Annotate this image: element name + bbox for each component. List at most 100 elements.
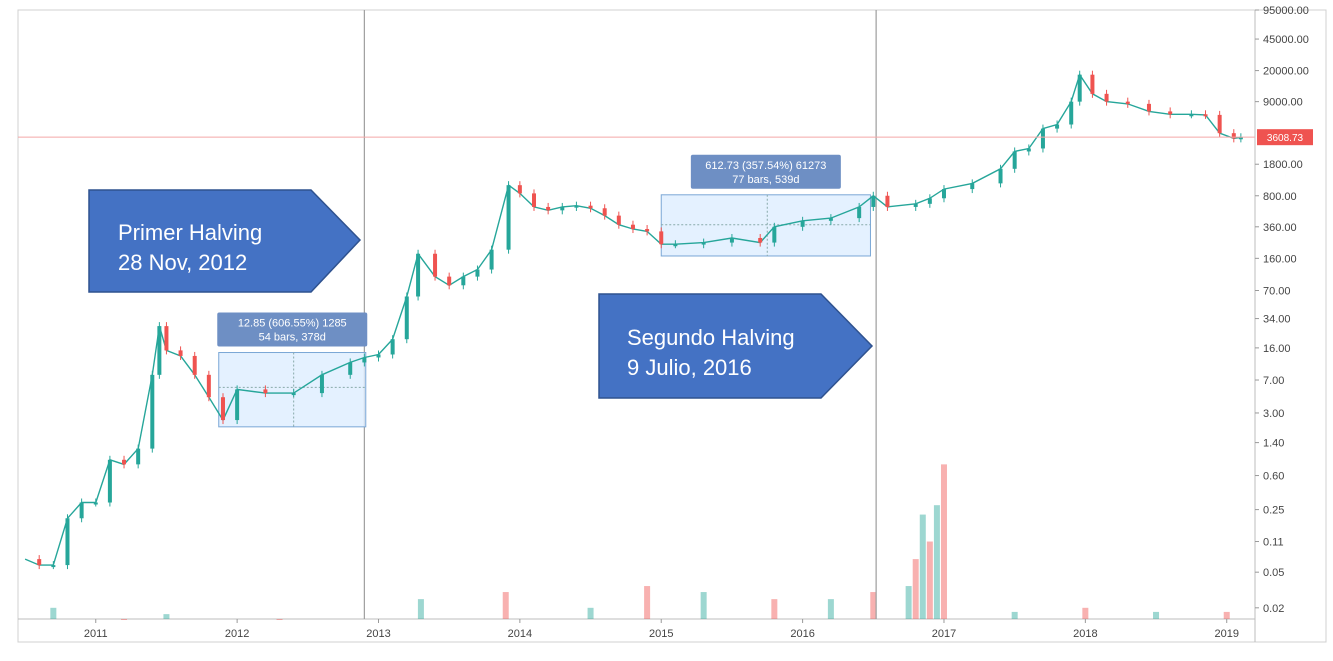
candle-body [673, 244, 678, 247]
y-tick-label: 16.00 [1263, 343, 1291, 355]
candle-body [574, 205, 579, 208]
candle-body [291, 393, 296, 396]
callout-segundo-halving-text: Segundo Halving 9 Julio, 2016 [627, 323, 795, 383]
candle-body [164, 326, 169, 351]
y-tick-label: 34.00 [1263, 314, 1291, 326]
volume-bar [50, 607, 57, 619]
measure-label-box [217, 312, 368, 347]
y-tick-label: 360.00 [1263, 222, 1297, 234]
candle-body [1104, 93, 1109, 102]
x-tick-label: 2014 [508, 628, 532, 640]
candle-body [1040, 128, 1045, 149]
volume-bar [940, 464, 947, 619]
volume-bar [870, 592, 877, 619]
y-tick-label: 7.00 [1263, 375, 1284, 387]
volume-bar [587, 607, 594, 619]
candle-body [192, 355, 197, 375]
volume-bar [1223, 611, 1230, 619]
candle-body [517, 185, 522, 194]
candle-body [461, 276, 466, 286]
candle-body [970, 183, 975, 190]
volume-series [50, 464, 1230, 620]
candle-body [206, 374, 211, 398]
measure-labels: 12.85 (606.55%) 1285 54 bars, 378d 612.73 … [217, 154, 841, 347]
candle-body [390, 339, 395, 355]
candle-body [560, 206, 565, 211]
measure-label-line1: 612.73 (357.54%) 61273 [705, 160, 826, 172]
candle-body [65, 518, 70, 566]
x-tick-label: 2018 [1073, 628, 1097, 640]
candle-body [1069, 101, 1074, 125]
candle-body [1077, 74, 1082, 102]
y-tick-label: 70.00 [1263, 285, 1291, 297]
candle-body [319, 374, 324, 394]
x-tick-label: 2013 [366, 628, 390, 640]
volume-bar [417, 599, 424, 619]
candle-body [1231, 133, 1236, 139]
candle-body [235, 389, 240, 421]
callout-arrows [88, 189, 874, 399]
candle-body [1146, 103, 1151, 112]
x-tick-label: 2012 [225, 628, 249, 640]
candle-body [107, 459, 112, 503]
y-tick-label: 3.00 [1263, 408, 1284, 420]
volume-bar [644, 586, 651, 619]
candle-body [1168, 111, 1173, 115]
callout-primer-line1: Primer Halving [118, 220, 263, 245]
candle-body [800, 220, 805, 227]
volume-bar [121, 619, 128, 620]
candle-body [772, 226, 777, 243]
candle-body [157, 326, 162, 375]
candle-body [79, 502, 84, 519]
candle-body [1012, 151, 1017, 169]
candle-body [93, 502, 98, 505]
y-tick-label: 20000.00 [1263, 66, 1309, 78]
candle-body [362, 357, 367, 363]
candle-body [506, 185, 511, 250]
volume-bar [919, 514, 926, 619]
callout-segundo-line2: 9 Julio, 2016 [627, 355, 752, 380]
x-tick-label: 2011 [84, 628, 108, 640]
candle-body [416, 253, 421, 297]
measure-box [660, 194, 871, 257]
candle-body [602, 208, 607, 216]
candle-body [729, 237, 734, 243]
candle-body [1055, 124, 1060, 129]
measure-label-line2: 77 bars, 539d [732, 174, 799, 186]
candle-body [136, 448, 141, 465]
candle-body [885, 195, 890, 207]
price-line [24, 73, 1242, 566]
candle-body [588, 205, 593, 209]
y-tick-label: 9000.00 [1263, 97, 1303, 109]
volume-bar [771, 599, 778, 619]
callout-segundo-line1: Segundo Halving [627, 325, 795, 350]
callout-primer-line2: 28 Nov, 2012 [118, 250, 248, 275]
volume-bar [1082, 607, 1089, 619]
candle-body [1203, 114, 1208, 117]
candle-body [489, 249, 494, 270]
y-tick-label: 1.40 [1263, 438, 1284, 450]
x-axis-ticks: 2011 2012 2013 2014 2015 2016 2017 2018 2019 [84, 619, 1239, 640]
y-tick-label: 0.60 [1263, 471, 1284, 483]
candle-body [475, 269, 480, 277]
candle-body [348, 362, 353, 375]
candle-body [1026, 148, 1031, 152]
volume-bar [926, 541, 933, 619]
measure-label-line2: 54 bars, 378d [259, 332, 326, 344]
candle-body [1090, 74, 1095, 94]
callout-primer-halving [88, 189, 362, 293]
candle-body [37, 559, 42, 566]
volume-bar [912, 559, 919, 619]
volume-bar [1011, 611, 1018, 619]
candle-body [758, 237, 763, 243]
candle-body [701, 242, 706, 245]
candle-body [263, 389, 268, 394]
y-tick-label: 1800.00 [1263, 159, 1303, 171]
x-tick-label: 2017 [932, 628, 956, 640]
candle-body [150, 374, 155, 449]
y-axis-ticks: 95000.00 45000.00 20000.00 9000.00 3608.73 18… [1255, 5, 1313, 615]
candle-body [927, 198, 932, 204]
volume-bar [502, 592, 509, 619]
candle-body [532, 193, 537, 207]
